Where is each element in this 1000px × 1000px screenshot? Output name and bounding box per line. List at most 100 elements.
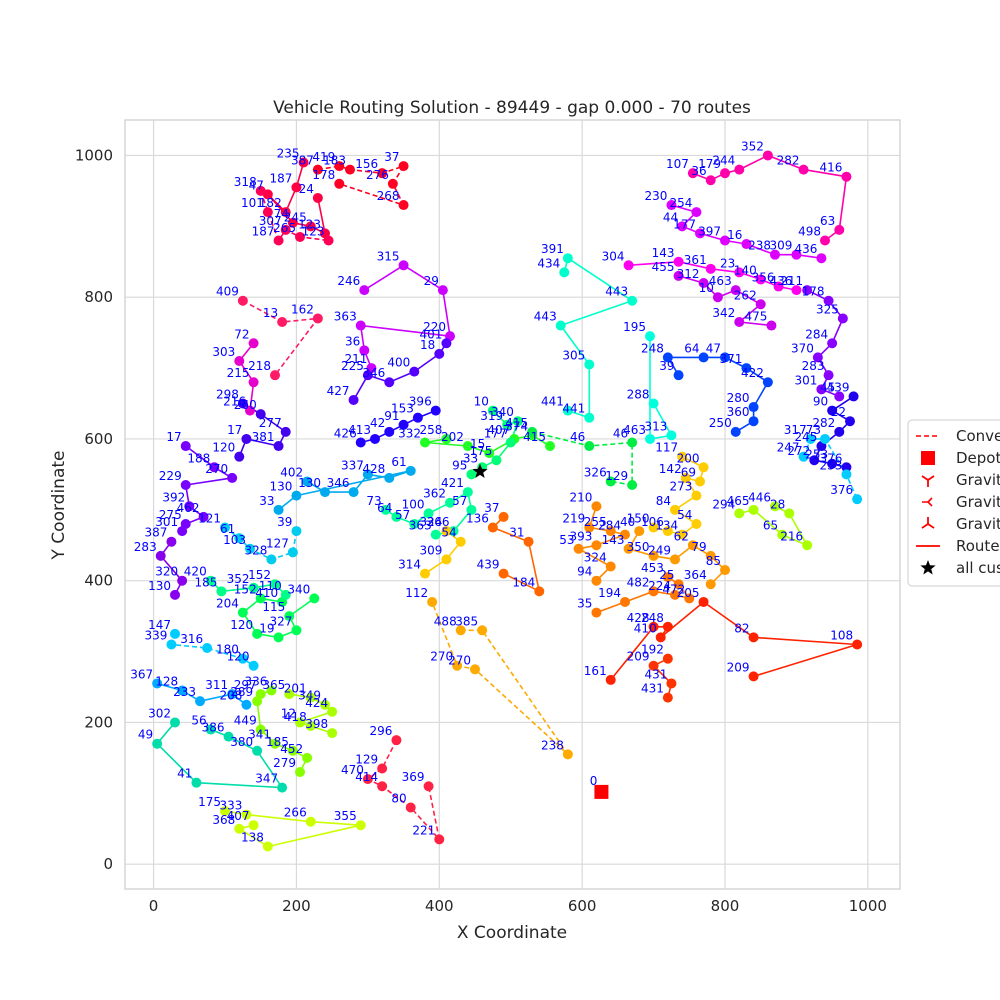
customer-point [377, 763, 388, 774]
customer-point [234, 451, 245, 462]
customer-point [680, 472, 691, 483]
node-label: 415 [523, 430, 546, 444]
customer-point [155, 550, 166, 561]
customer-point [834, 426, 845, 437]
customer-point [234, 823, 245, 834]
node-label: 347 [255, 772, 278, 786]
legend-tri-left-swatch [922, 497, 933, 507]
node-label: 19 [259, 621, 274, 635]
node-label: 39 [277, 515, 292, 529]
node-label: 44 [663, 210, 678, 224]
node-label: 400 [387, 356, 410, 370]
node-label: 46 [570, 430, 585, 444]
node-label: 42 [370, 416, 385, 430]
node-label: 280 [727, 391, 750, 405]
node-label: 107 [666, 157, 689, 171]
customer-point [252, 745, 263, 756]
customer-point [455, 536, 466, 547]
node-label: 100 [402, 497, 425, 511]
customer-point [666, 678, 677, 689]
customer-point [684, 593, 695, 604]
node-label: 350 [627, 540, 650, 554]
node-label: 54 [677, 508, 692, 522]
node-label: 33 [463, 451, 478, 465]
customer-point [720, 565, 730, 576]
customer-point [445, 497, 455, 508]
customer-point [705, 175, 716, 186]
node-label: 449 [234, 714, 257, 728]
node-label: 381 [252, 430, 275, 444]
node-label: 95 [452, 458, 467, 472]
node-label: 428 [627, 611, 650, 625]
node-label: 275 [159, 508, 182, 522]
customer-point [655, 632, 666, 643]
legend-entry-label: Gravit [956, 471, 1000, 489]
customer-point [362, 774, 373, 785]
node-label: 349 [298, 689, 321, 703]
customer-point [320, 487, 330, 498]
customer-point [834, 391, 845, 402]
node-label: 254 [670, 196, 693, 210]
customer-point [634, 526, 645, 537]
node-label: 311 [205, 678, 228, 692]
customer-point [648, 522, 659, 533]
node-label: 419 [312, 150, 335, 164]
node-label: 73 [366, 494, 381, 508]
node-label: 284 [598, 519, 621, 533]
customer-point [391, 735, 402, 746]
customer-points-layer [152, 150, 863, 852]
node-label: 211 [345, 352, 368, 366]
node-label: 288 [627, 388, 650, 402]
customer-point [305, 221, 316, 232]
customer-point [152, 678, 163, 689]
node-label: 363 [409, 519, 432, 533]
node-label: 210 [570, 490, 593, 504]
node-label: 436 [795, 242, 818, 256]
customer-point [280, 589, 291, 600]
customer-point [280, 426, 291, 437]
node-label: 413 [348, 423, 371, 437]
grid [125, 120, 900, 889]
node-label: 69 [681, 465, 696, 479]
node-label: 273 [670, 480, 693, 494]
node-label: 298 [216, 388, 239, 402]
node-label: 396 [409, 395, 432, 409]
node-label: 150 [627, 512, 650, 526]
node-label: 365 [262, 678, 285, 692]
customer-point [245, 543, 255, 554]
node-label: 260 [234, 398, 257, 412]
node-label: 117 [655, 441, 678, 455]
node-label: 253 [805, 448, 828, 462]
customer-point [852, 494, 863, 505]
node-label: 79 [691, 540, 706, 554]
customer-point [273, 504, 284, 515]
customer-point [534, 586, 545, 597]
node-label: 175 [198, 795, 221, 809]
customer-point [266, 685, 277, 696]
customer-point [437, 285, 448, 296]
node-label: 421 [441, 476, 464, 490]
node-label: 436 [770, 274, 793, 288]
customer-point [448, 526, 459, 537]
customer-point [209, 462, 220, 473]
node-label: 245 [284, 210, 307, 224]
customer-point [662, 352, 673, 363]
customer-point [270, 738, 280, 749]
customer-point [648, 660, 659, 671]
customer-point [312, 164, 323, 175]
customer-point [312, 313, 323, 324]
customer-point [195, 696, 205, 707]
y-tick-label: 600 [84, 430, 113, 448]
node-label: 346 [362, 366, 385, 380]
customer-point [648, 398, 659, 409]
node-label: 333 [220, 799, 243, 813]
customer-point [327, 706, 338, 717]
node-label: 362 [423, 487, 446, 501]
customer-point [584, 441, 595, 452]
customer-point [287, 547, 298, 558]
route-line [424, 530, 462, 575]
customer-point [591, 575, 602, 586]
node-label: 283 [134, 540, 157, 554]
customer-point [705, 550, 716, 561]
customer-point [327, 728, 338, 739]
